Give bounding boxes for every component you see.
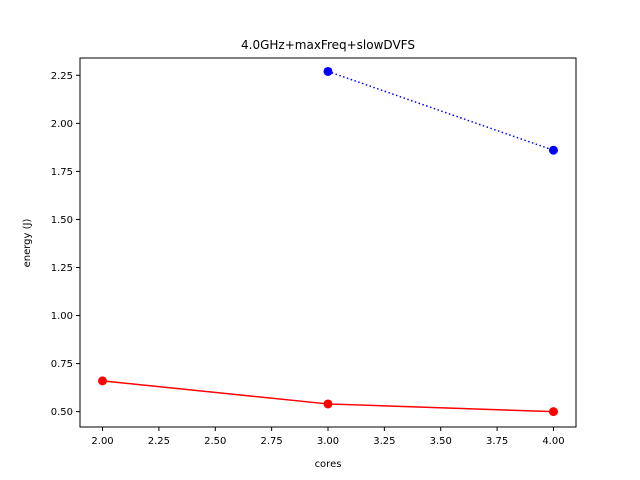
y-tick-label: 0.50 xyxy=(51,407,73,418)
x-tick-label: 3.00 xyxy=(317,436,339,447)
x-tick-label: 4.00 xyxy=(542,436,564,447)
x-tick-label: 2.25 xyxy=(148,436,170,447)
x-tick-label: 2.50 xyxy=(204,436,226,447)
x-axis-label: cores xyxy=(315,459,342,470)
x-tick-label: 3.50 xyxy=(430,436,452,447)
series-layer xyxy=(98,66,558,417)
y-tick-label: 0.75 xyxy=(51,359,73,370)
x-axis-ticks: 2.00 2.25 2.50 2.75 3.00 3.25 3.50 3.75 4.00 xyxy=(91,427,565,447)
chart-title: 4.0GHz+maxFreq+slowDVFS xyxy=(241,38,415,52)
y-tick-label: 2.00 xyxy=(51,119,73,130)
y-tick-label: 1.75 xyxy=(51,167,73,178)
series-0-point-0 xyxy=(323,66,333,76)
y-axis-ticks: 0.50 0.75 1.00 1.25 1.50 1.75 2.00 2.25 xyxy=(51,71,80,418)
y-tick-label: 2.25 xyxy=(51,71,73,82)
series-0-point-1 xyxy=(548,145,558,155)
x-tick-label: 2.75 xyxy=(261,436,283,447)
y-tick-label: 1.25 xyxy=(51,263,73,274)
series-1-point-0 xyxy=(98,376,108,386)
x-tick-label: 2.00 xyxy=(91,436,113,447)
series-1-point-2 xyxy=(548,407,558,417)
x-tick-label: 3.25 xyxy=(373,436,395,447)
x-tick-label: 3.75 xyxy=(486,436,508,447)
y-tick-label: 1.00 xyxy=(51,311,73,322)
y-axis-label: energy (J) xyxy=(22,219,33,268)
series-1-point-1 xyxy=(323,399,333,409)
y-tick-label: 1.50 xyxy=(51,215,73,226)
